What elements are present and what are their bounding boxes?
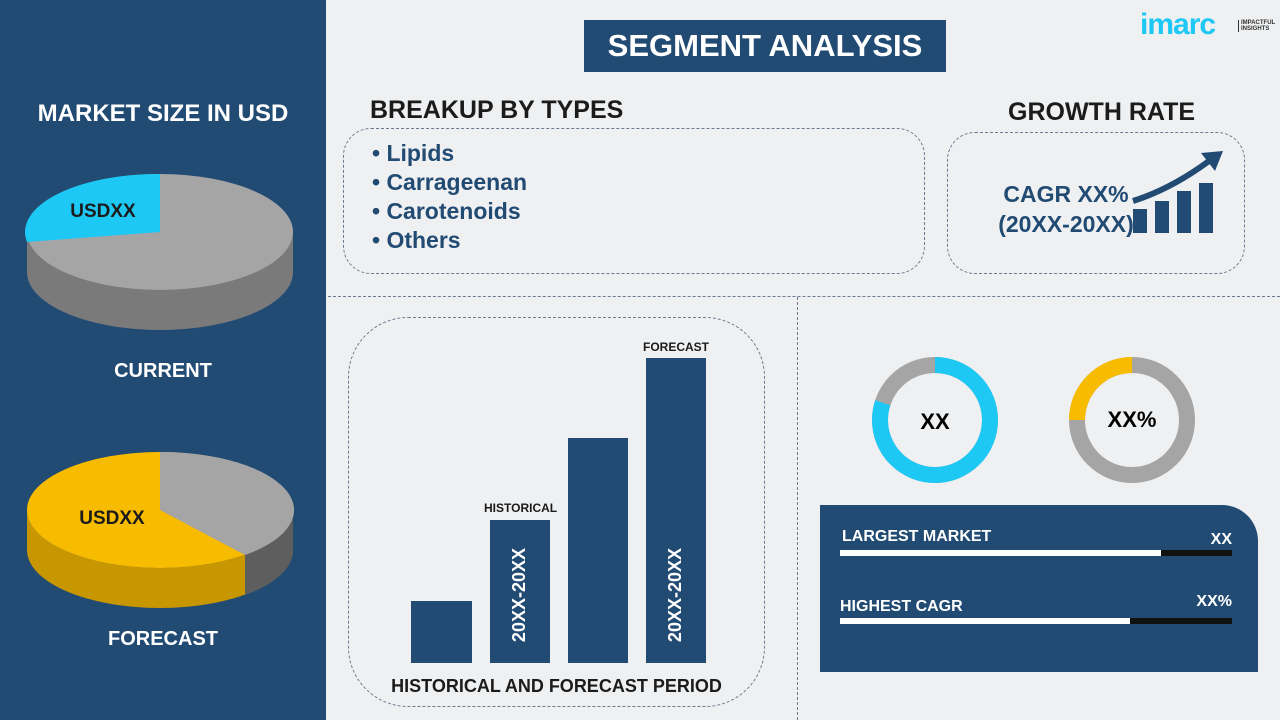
stat-value: XX: [1210, 531, 1232, 548]
current-label: CURRENT: [114, 360, 212, 382]
stat-bar: [840, 618, 1232, 624]
forecast-pie: USDXX: [27, 451, 295, 608]
stat-value: XX%: [1196, 593, 1232, 610]
stat-label: LARGEST MARKET: [842, 528, 992, 545]
donut-2-fill: [1069, 357, 1195, 483]
breakup-heading: BREAKUP BY TYPES: [370, 96, 624, 124]
current-value: USDXX: [70, 201, 136, 222]
page-title: SEGMENT ANALYSIS: [584, 20, 946, 72]
historical-range: 20XX-20XX: [509, 548, 529, 643]
period-bar-2: 20XX-20XX: [490, 520, 550, 663]
historical-label: HISTORICAL: [484, 501, 558, 515]
current-pie: USDXX: [25, 173, 293, 330]
divider: [328, 296, 1280, 297]
period-chart-box: [348, 317, 765, 707]
divider: [797, 297, 798, 720]
imarc-logo: imarc IMPACTFUL INSIGHTS: [1140, 8, 1280, 44]
list-item: • Carrageenan: [372, 169, 528, 195]
donut-charts: XX XX%: [872, 357, 1195, 483]
list-item: • Others: [372, 227, 461, 253]
period-chart-caption: HISTORICAL AND FORECAST PERIOD: [391, 676, 722, 696]
pie-gray-slice: [160, 451, 295, 555]
period-bar-4: 20XX-20XX: [646, 358, 706, 663]
growth-box: CAGR XX% (20XX-20XX): [947, 132, 1245, 274]
logo-brand: imarc: [1140, 8, 1216, 41]
pie-side: [27, 232, 293, 330]
growth-heading: GROWTH RATE: [1008, 98, 1196, 126]
forecast-label: FORECAST: [108, 628, 218, 650]
forecast-value: USDXX: [79, 508, 145, 529]
donut-1-fill: [872, 357, 998, 483]
cagr-period: (20XX-20XX): [998, 211, 1134, 237]
left-panel: MARKET SIZE IN USD USDXX CURRENT USDXX F…: [0, 0, 326, 720]
period-bar-1: [411, 601, 472, 663]
market-size-heading: MARKET SIZE IN USD: [37, 100, 289, 127]
donut-2-label: XX%: [1108, 407, 1157, 432]
list-item: • Lipids: [372, 140, 455, 166]
forecast-range: 20XX-20XX: [665, 548, 685, 643]
pie-side: [27, 510, 293, 608]
growth-chart-icon: [1132, 151, 1223, 233]
type-list: • Lipids • Carrageenan • Carotenoids • O…: [372, 139, 924, 255]
forecast-bar-label: FORECAST: [643, 340, 709, 354]
stat-label: HIGHEST CAGR: [840, 598, 963, 615]
period-bar-3: [568, 438, 628, 663]
stat-bar: [840, 550, 1232, 556]
cagr-text: CAGR XX%: [1003, 181, 1129, 207]
donut-1-label: XX: [920, 409, 950, 434]
logo-tagline: IMPACTFUL INSIGHTS: [1238, 20, 1278, 32]
list-item: • Carotenoids: [372, 198, 521, 224]
pie-cyan-slice: [25, 173, 161, 242]
breakup-box: • Lipids • Carrageenan • Carotenoids • O…: [343, 128, 925, 274]
stats-panel: LARGEST MARKET XX HIGHEST CAGR XX%: [820, 505, 1258, 672]
